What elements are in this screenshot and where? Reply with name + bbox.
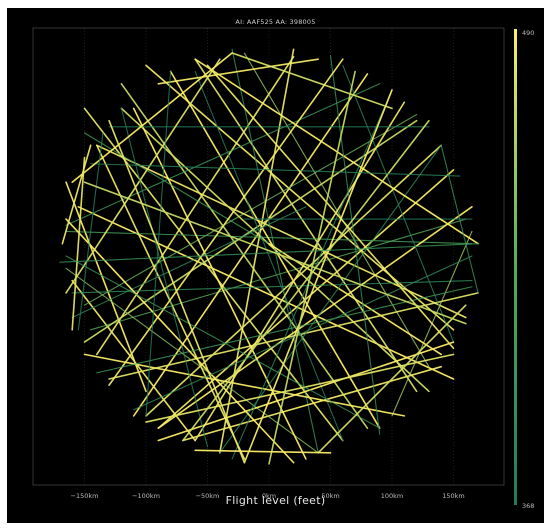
colorbar-max-label: 490 xyxy=(522,29,534,37)
flight-track xyxy=(317,304,467,454)
flight-track xyxy=(59,243,479,263)
flight-track xyxy=(96,144,467,319)
flight-track xyxy=(90,218,467,331)
flight-track xyxy=(206,64,455,350)
flight-track xyxy=(83,119,418,343)
flight-track xyxy=(231,52,393,110)
flight-track xyxy=(90,163,461,177)
flight-track xyxy=(71,156,86,331)
x-tick-label: 0km xyxy=(262,492,276,500)
flight-track xyxy=(83,107,344,442)
flight-track xyxy=(65,58,221,294)
flight-track xyxy=(65,181,147,393)
flight-track xyxy=(194,449,332,454)
flight-track xyxy=(440,144,479,294)
flight-track xyxy=(77,132,104,331)
flight-track xyxy=(133,255,473,411)
flight-track xyxy=(329,54,381,435)
flight-track xyxy=(157,58,320,85)
flight-track xyxy=(145,353,455,423)
flight-track xyxy=(108,58,344,386)
flight-track xyxy=(120,83,369,430)
flight-track xyxy=(243,52,430,368)
colorbar-min-label: 368 xyxy=(522,502,534,510)
x-tick-label: −100km xyxy=(132,492,160,500)
flight-track xyxy=(61,144,92,245)
flight-track xyxy=(65,83,381,226)
flight-track xyxy=(108,119,246,464)
flight-track xyxy=(71,206,307,319)
flight-track xyxy=(83,353,406,417)
flight-track xyxy=(71,52,233,183)
x-tick-label: 50km xyxy=(321,492,339,500)
flight-track xyxy=(268,242,443,356)
flight-track xyxy=(77,206,455,380)
chart-title: AI: AAF525 AA: 398005 xyxy=(235,18,316,26)
flight-track xyxy=(65,267,319,454)
x-tick-label: 150km xyxy=(442,492,465,500)
flight-track xyxy=(83,181,467,325)
flight-track xyxy=(65,255,381,429)
flight-track xyxy=(96,286,473,374)
flight-track xyxy=(194,70,344,442)
x-axis-label: Flight level (feet) xyxy=(225,494,326,507)
flight-track xyxy=(83,132,270,245)
x-tick-label: 100km xyxy=(381,492,404,500)
flight-track xyxy=(342,64,455,343)
colorbar xyxy=(514,29,517,505)
flight-track xyxy=(219,48,295,454)
flight-track xyxy=(194,58,479,245)
chart-frame: −150km −100km −50km 0km 50km 100km 150km 490 368… xyxy=(7,8,544,523)
flight-track xyxy=(194,101,406,442)
flight-track xyxy=(132,73,369,417)
x-tick-label: −150km xyxy=(71,492,99,500)
flight-track xyxy=(157,206,473,430)
flight-track xyxy=(268,70,356,465)
flight-track xyxy=(231,48,319,454)
flight-track xyxy=(96,55,295,356)
chart-plot: −150km −100km −50km 0km 50km 100km 150km 490 368 xyxy=(32,27,534,510)
flight-track xyxy=(194,58,418,393)
flight-track xyxy=(108,292,479,380)
flight-track xyxy=(145,64,455,331)
flight-track xyxy=(65,230,473,245)
flight-track xyxy=(157,341,455,442)
flight-track xyxy=(71,280,473,294)
flight-track xyxy=(243,89,393,464)
x-tick-label: −50km xyxy=(196,492,220,500)
plot-area-border xyxy=(32,27,505,486)
flight-track xyxy=(182,365,443,442)
